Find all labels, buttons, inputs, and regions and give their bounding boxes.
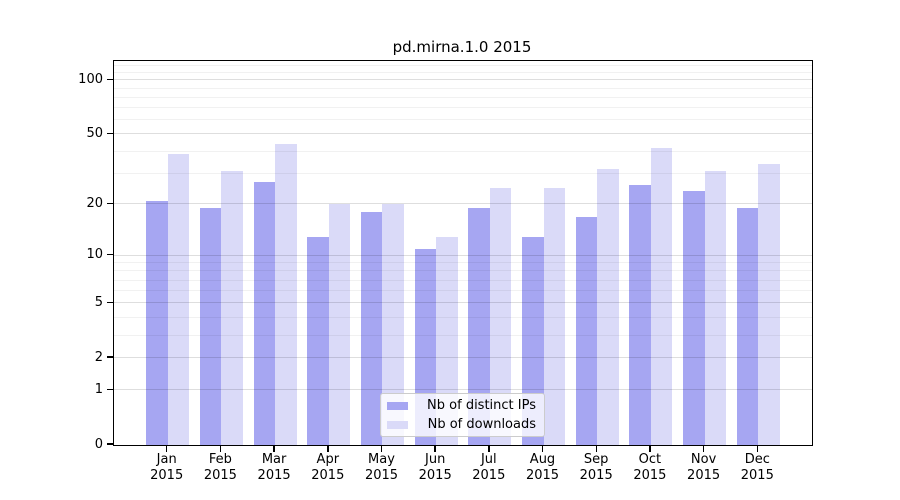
legend-item-downloads: Nb of downloads	[387, 417, 536, 432]
legend-swatch-downloads	[387, 420, 408, 429]
bar-downloads-oct	[650, 147, 673, 445]
y-tick-label-5: 5	[94, 294, 103, 310]
x-tick-mark-jun	[434, 445, 436, 452]
x-tick-mark-jul	[488, 445, 490, 452]
bar-distinct-ips-sep	[575, 216, 598, 445]
x-tick-mark-may	[380, 445, 383, 452]
x-tick-label-oct: Oct 2015	[633, 452, 667, 483]
bar-downloads-feb	[221, 171, 243, 445]
bar-distinct-ips-jan	[146, 200, 168, 445]
bar-distinct-ips-aug	[522, 236, 544, 445]
legend-label-downloads: Nb of downloads	[427, 417, 536, 432]
bar-downloads-jul	[489, 187, 512, 445]
y-tick-mark-10	[106, 253, 113, 256]
x-tick-mark-mar	[273, 445, 275, 452]
y-tick-label-10: 10	[86, 247, 103, 262]
bar-distinct-ips-apr	[307, 236, 329, 445]
y-tick-mark-5	[106, 301, 113, 304]
y-tick-mark-20	[106, 202, 113, 205]
x-tick-mark-sep	[595, 445, 597, 452]
x-tick-label-feb: Feb 2015	[203, 452, 237, 483]
bar-downloads-jun	[436, 236, 458, 445]
legend-swatch-distinct-ips	[387, 401, 408, 410]
bar-distinct-ips-dec	[736, 208, 759, 445]
chart-title: pd.mirna.1.0 2015	[392, 38, 532, 56]
y-tick-mark-1	[106, 388, 113, 390]
plot-area: Nb of distinct IPs Nb of downloads	[113, 60, 813, 446]
bar-downloads-nov	[704, 171, 727, 445]
legend-item-distinct-ips: Nb of distinct IPs	[387, 398, 536, 413]
x-tick-mark-feb	[219, 445, 222, 452]
x-tick-label-jul: Jul 2015	[472, 452, 506, 483]
y-tick-label-50: 50	[86, 125, 103, 141]
x-tick-mark-dec	[756, 445, 759, 452]
x-tick-label-mar: Mar 2015	[257, 452, 291, 483]
legend: Nb of distinct IPs Nb of downloads	[380, 393, 545, 437]
gridline-100	[114, 79, 812, 81]
y-tick-label-1: 1	[94, 381, 103, 397]
y-tick-label-0: 0	[94, 436, 103, 452]
x-tick-label-nov: Nov 2015	[687, 452, 721, 483]
gridline-90	[114, 87, 812, 89]
x-tick-label-may: May 2015	[364, 452, 399, 483]
x-tick-label-jan: Jan 2015	[150, 452, 184, 483]
y-tick-label-2: 2	[94, 349, 103, 365]
gridline-110	[114, 71, 812, 73]
x-tick-label-jun: Jun 2015	[418, 452, 452, 483]
x-tick-label-sep: Sep 2015	[579, 452, 613, 483]
bar-downloads-dec	[758, 164, 780, 445]
gridline-50	[114, 133, 812, 135]
bar-distinct-ips-may	[360, 212, 383, 445]
x-tick-mark-aug	[541, 445, 544, 452]
bar-distinct-ips-oct	[629, 184, 651, 445]
bar-downloads-jan	[167, 153, 190, 445]
y-tick-mark-50	[106, 132, 113, 135]
bar-downloads-sep	[597, 168, 619, 445]
y-tick-label-100: 100	[78, 71, 103, 87]
y-tick-label-20: 20	[86, 195, 103, 211]
gridline-40	[114, 150, 812, 152]
x-tick-mark-nov	[702, 445, 705, 452]
bar-downloads-may	[382, 204, 404, 445]
bar-distinct-ips-nov	[683, 190, 705, 445]
x-tick-mark-oct	[649, 445, 651, 452]
x-tick-label-aug: Aug 2015	[525, 452, 560, 483]
x-tick-mark-jan	[165, 445, 168, 452]
x-tick-mark-apr	[327, 445, 329, 452]
y-tick-mark-0	[106, 443, 113, 445]
gridline-120	[114, 65, 812, 67]
x-tick-label-apr: Apr 2015	[311, 452, 345, 483]
bar-distinct-ips-mar	[253, 181, 276, 445]
bar-distinct-ips-jul	[468, 208, 490, 445]
legend-label-distinct-ips: Nb of distinct IPs	[427, 398, 536, 413]
bar-distinct-ips-feb	[199, 208, 222, 445]
y-tick-mark-100	[106, 78, 113, 81]
bar-downloads-apr	[328, 204, 351, 445]
gridline-60	[114, 119, 812, 121]
bar-downloads-aug	[543, 187, 566, 445]
bar-downloads-mar	[275, 144, 297, 445]
x-tick-label-dec: Dec 2015	[740, 452, 774, 483]
gridline-80	[114, 96, 812, 98]
y-tick-mark-2	[106, 356, 113, 358]
gridline-70	[114, 107, 812, 109]
